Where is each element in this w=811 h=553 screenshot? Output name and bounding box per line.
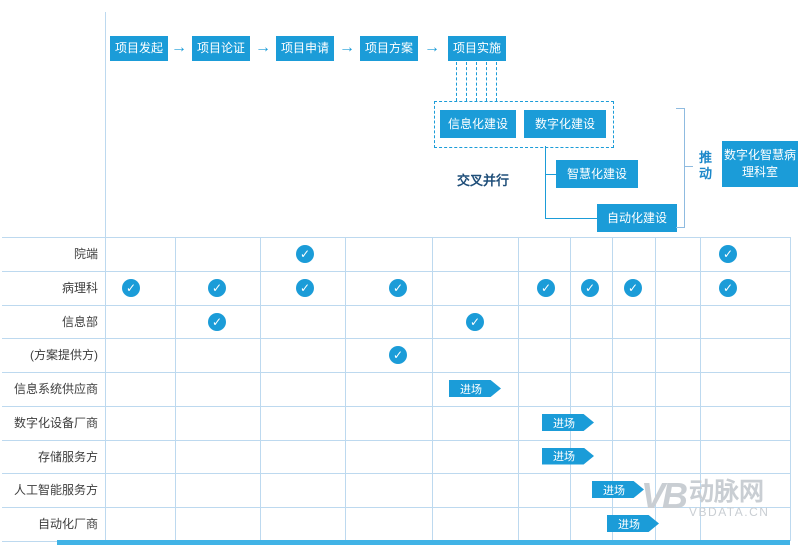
enter-badge: 进场 bbox=[607, 515, 659, 532]
grid-line bbox=[790, 237, 791, 541]
row-label: (方案提供方) bbox=[30, 348, 98, 362]
build-automation: 自动化建设 bbox=[597, 204, 677, 232]
check-icon: ✓ bbox=[208, 312, 226, 331]
grid-line bbox=[655, 237, 656, 541]
grid-line bbox=[432, 237, 433, 541]
build-digitalization: 数字化建设 bbox=[524, 110, 606, 138]
table-bottom-bar bbox=[57, 540, 790, 545]
flow-stage-apply: 项目申请 bbox=[276, 36, 334, 61]
connector-line bbox=[545, 146, 546, 218]
check-icon: ✓ bbox=[624, 279, 642, 297]
grid-line bbox=[570, 237, 571, 541]
grid-line bbox=[700, 237, 701, 541]
check-icon: ✓ bbox=[389, 346, 407, 364]
arrow-right-icon: → bbox=[171, 39, 187, 56]
row-label: 院端 bbox=[73, 247, 98, 261]
enter-badge: 进场 bbox=[542, 414, 594, 431]
axis-line bbox=[105, 12, 106, 541]
dashed-drop-line bbox=[466, 62, 467, 101]
check-icon: ✓ bbox=[296, 245, 314, 263]
flow-stage-review: 项目论证 bbox=[192, 36, 250, 61]
check-icon: ✓ bbox=[296, 279, 314, 297]
check-icon: ✓ bbox=[719, 245, 737, 263]
grid-line bbox=[518, 237, 519, 541]
connector-line bbox=[545, 174, 556, 175]
flow-stage-implement: 项目实施 bbox=[448, 36, 506, 61]
arrow-right-icon: → bbox=[424, 39, 440, 56]
arrow-right-icon: → bbox=[255, 39, 271, 56]
check-icon: ✓ bbox=[208, 279, 226, 297]
grid-line bbox=[175, 237, 176, 541]
row-label: 数字化设备厂商 bbox=[13, 416, 98, 430]
watermark-domain: VBDATA.CN bbox=[689, 505, 770, 520]
check-icon: ✓ bbox=[537, 279, 555, 297]
push-label: 推动 bbox=[698, 150, 712, 182]
grid-line bbox=[345, 237, 346, 541]
row-label: 自动化厂商 bbox=[37, 517, 98, 531]
cross-parallel-label: 交叉并行 bbox=[457, 173, 510, 188]
check-icon: ✓ bbox=[581, 279, 599, 297]
row-label: 人工智能服务方 bbox=[13, 483, 98, 497]
grid-line bbox=[2, 507, 790, 508]
flow-stage-initiate: 项目发起 bbox=[110, 36, 168, 61]
row-label: 信息部 bbox=[61, 314, 98, 329]
check-icon: ✓ bbox=[122, 279, 140, 297]
grid-line bbox=[2, 440, 790, 441]
dashed-drop-line bbox=[456, 62, 457, 101]
grid-line bbox=[2, 406, 790, 407]
watermark-name: 动脉网 bbox=[689, 478, 765, 506]
row-label: 信息系统供应商 bbox=[13, 382, 98, 396]
grid-line bbox=[2, 372, 790, 373]
bracket bbox=[676, 108, 685, 228]
check-icon: ✓ bbox=[466, 312, 484, 331]
enter-badge: 进场 bbox=[542, 447, 594, 465]
grid-line bbox=[2, 473, 790, 474]
grid-line bbox=[260, 237, 261, 541]
grid-line bbox=[2, 271, 790, 272]
build-informatization: 信息化建设 bbox=[440, 110, 516, 138]
row-label: 病理科 bbox=[61, 281, 98, 295]
cross-parallel-group bbox=[434, 101, 614, 148]
vb-logo: VB bbox=[641, 475, 688, 516]
watermark: VB 动脉网 VBDATA.CN bbox=[641, 475, 770, 520]
bracket-tick bbox=[684, 166, 693, 167]
grid-line bbox=[2, 237, 790, 238]
connector-line bbox=[545, 218, 597, 219]
check-icon: ✓ bbox=[389, 279, 407, 297]
enter-badge: 进场 bbox=[449, 380, 501, 397]
dashed-drop-line bbox=[496, 62, 497, 101]
grid-line bbox=[2, 338, 790, 339]
dashed-drop-line bbox=[476, 62, 477, 101]
enter-badge: 进场 bbox=[592, 481, 644, 498]
arrow-right-icon: → bbox=[339, 39, 355, 56]
row-label: 存储服务方 bbox=[37, 449, 98, 464]
dashed-drop-line bbox=[486, 62, 487, 101]
check-icon: ✓ bbox=[719, 279, 737, 297]
grid-line bbox=[612, 237, 613, 541]
result-box: 数字化智慧病理科室 bbox=[722, 141, 798, 187]
grid-line bbox=[2, 305, 790, 306]
build-intelligence: 智慧化建设 bbox=[556, 160, 638, 188]
flow-stage-plan: 项目方案 bbox=[360, 36, 418, 61]
